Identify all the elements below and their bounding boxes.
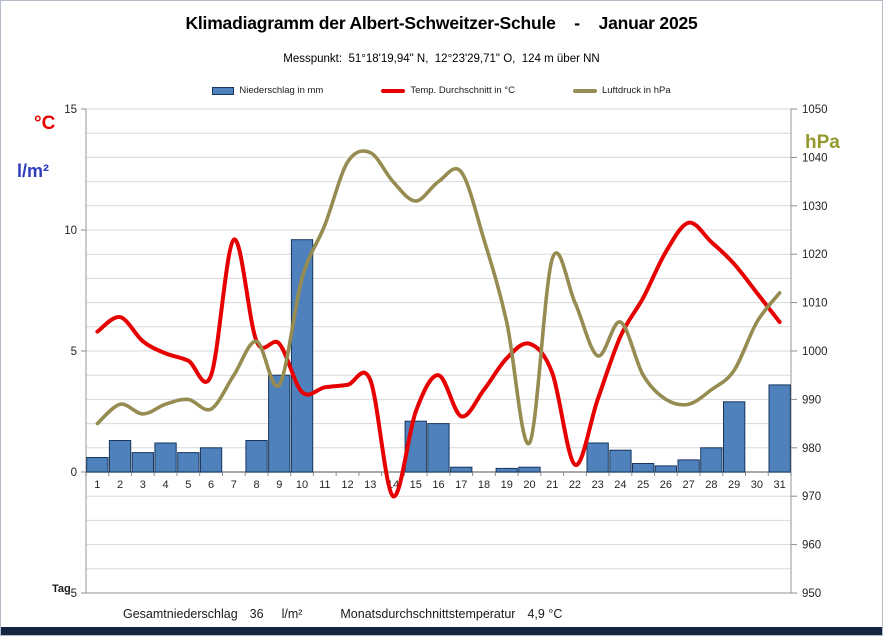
left-axis-tick-label: 15 [64,104,77,116]
day-label: 19 [501,479,513,491]
precipitation-bar-day-2[interactable] [108,440,132,473]
day-label: 21 [546,479,558,491]
bottom-border-band [1,627,882,635]
precipitation-bar-day-31[interactable] [768,384,791,473]
day-label: 16 [432,479,444,491]
day-label: 27 [683,479,695,491]
pressure-line[interactable] [95,149,782,446]
legend-label-pressure: Luftdruck in hPa [601,85,671,96]
precipitation-bar-day-25[interactable] [632,463,655,473]
day-label: 15 [410,479,422,491]
precipitation-bar-day-27[interactable] [677,459,700,473]
chart-subtitle: Messpunkt: 51°18'19,94" N, 12°23'29,71" … [283,53,600,65]
precipitation-bar-day-16[interactable] [427,423,450,473]
precipitation-bar-day-1[interactable] [86,457,109,473]
right-axis-tick-label: 1020 [802,249,828,261]
legend-item-precipitation[interactable]: Niederschlag in mm [212,85,323,96]
right-axis-tick-label: 1000 [802,346,828,358]
day-label: 23 [592,479,604,491]
legend-label-temperature: Temp. Durchschnitt in °C [410,85,515,96]
precipitation-bar-day-9[interactable] [268,374,291,473]
precipitation-bar-day-8[interactable] [245,440,268,473]
legend-item-temperature[interactable]: Temp. Durchschnitt in °C [381,85,515,96]
precipitation-bar-swatch-icon [212,86,235,95]
left-axis-tick-label: 10 [64,225,77,237]
day-label: 9 [276,479,282,491]
chart-legend: Niederschlag in mm Temp. Durchschnitt in… [1,85,882,96]
day-label: 25 [637,479,649,491]
precipitation-bar-day-17[interactable] [450,466,473,473]
right-axis-tick-label: 980 [802,443,821,455]
precipitation-bar-day-26[interactable] [654,465,678,473]
right-axis-tick-label: 950 [802,588,821,600]
total-precipitation-unit: l/m² [281,607,303,621]
day-label: 11 [319,479,330,491]
right-axis-tick-label: 970 [802,491,821,503]
precipitation-bar-day-23[interactable] [586,442,609,473]
day-label: 7 [231,479,237,491]
day-label: 30 [751,479,763,491]
day-label: 4 [163,479,169,491]
precipitation-bar-day-6[interactable] [199,447,223,473]
chart-title: Klimadiagramm der Albert-Schweitzer-Schu… [185,13,698,33]
mean-temperature-value: 4,9 °C [527,607,563,621]
day-label: 26 [660,479,672,491]
day-label: 1 [94,479,100,491]
day-label: 10 [296,479,308,491]
precipitation-bar-day-20[interactable] [518,466,541,473]
day-label: 2 [117,479,123,491]
total-precipitation-value: 36 [249,607,264,621]
left-axis-unit-celsius: °C [34,113,56,134]
legend-label-precipitation: Niederschlag in mm [239,85,324,96]
left-axis-unit-liters: l/m² [17,161,50,181]
day-label: 13 [364,479,376,491]
day-label: 29 [728,479,740,491]
precipitation-bar-day-5[interactable] [177,452,200,473]
total-precipitation-label: Gesamtniederschlag [123,607,238,621]
pressure-line-swatch-icon [572,88,597,93]
temperature-line-swatch-icon [381,88,406,93]
left-axis-tick-label: -5 [67,588,77,600]
right-axis-tick-label: 1010 [802,298,828,310]
day-label: 8 [254,479,260,491]
legend-item-pressure[interactable]: Luftdruck in hPa [572,85,671,96]
day-label: 18 [478,479,490,491]
day-label: 6 [208,479,214,491]
precipitation-bar-day-28[interactable] [700,447,723,473]
day-label: 20 [523,479,535,491]
temperature-line[interactable] [95,220,782,499]
left-axis-tick-label: 5 [71,346,77,358]
precipitation-bar-day-19[interactable] [495,467,518,473]
day-label: 22 [569,479,581,491]
day-label: 3 [140,479,146,491]
precipitation-bar-day-29[interactable] [723,401,746,473]
day-label: 31 [774,479,786,491]
precipitation-bar-day-24[interactable] [609,449,632,473]
right-axis-tick-label: 990 [802,394,821,406]
day-label: 24 [614,479,626,491]
day-label: 12 [341,479,353,491]
right-axis-tick-label: 1050 [802,104,828,116]
precipitation-bar-day-4[interactable] [154,442,177,473]
x-axis-label-tag: Tag [52,583,71,595]
right-axis-unit-hpa: hPa [805,132,840,153]
day-label: 28 [705,479,717,491]
summary-footer: Gesamtniederschlag 36 l/m² Monatsdurchschni… [123,607,562,621]
left-axis-tick-label: 0 [71,467,77,479]
precipitation-bar-day-3[interactable] [131,452,154,473]
mean-temperature-label: Monatsdurchschnittstemperatur [340,607,516,621]
right-axis-tick-label: 1040 [802,152,828,164]
right-axis-tick-label: 960 [802,540,821,552]
right-axis-tick-label: 1030 [802,201,828,213]
day-label: 17 [455,479,467,491]
day-label: 5 [185,479,191,491]
